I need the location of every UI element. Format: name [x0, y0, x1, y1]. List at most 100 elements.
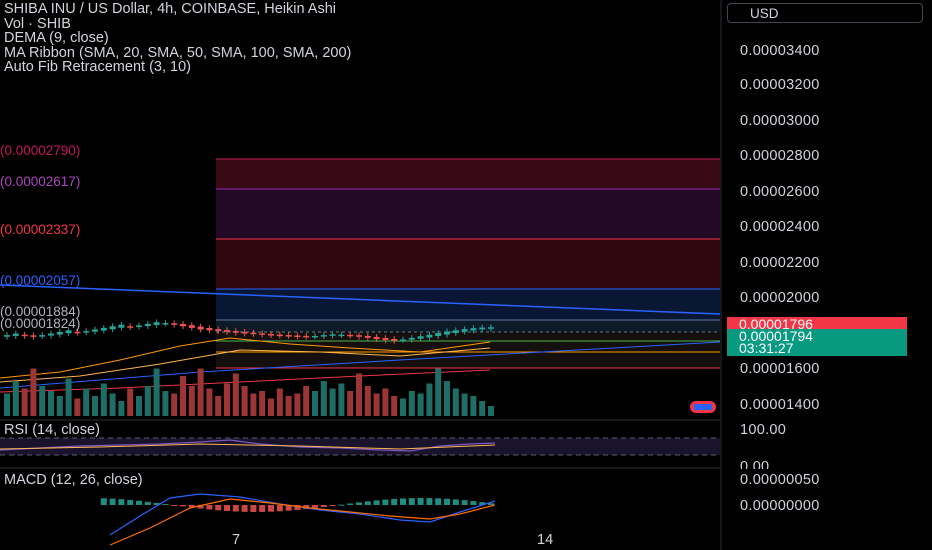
candle[interactable]	[488, 327, 494, 329]
candle[interactable]	[4, 335, 10, 337]
candle[interactable]	[294, 335, 301, 338]
candle[interactable]	[303, 335, 310, 338]
candle[interactable]	[417, 336, 424, 339]
candle[interactable]	[92, 329, 98, 332]
candle[interactable]	[426, 334, 433, 338]
candle[interactable]	[100, 327, 107, 331]
candle[interactable]	[30, 335, 37, 337]
candle[interactable]	[224, 330, 230, 332]
candle[interactable]	[21, 334, 28, 337]
macd-label[interactable]: MACD (12, 26, close)	[4, 472, 143, 488]
rsi-label[interactable]: RSI (14, close)	[4, 422, 100, 438]
macd-histogram-bar	[320, 505, 327, 507]
candle[interactable]	[83, 331, 90, 333]
candle[interactable]	[188, 325, 195, 328]
candle[interactable]	[153, 322, 160, 325]
candle[interactable]	[435, 333, 442, 337]
candle[interactable]	[356, 335, 362, 337]
candle[interactable]	[65, 330, 72, 334]
legend: SHIBA INU / US Dollar, 4h, COINBASE, Hei…	[4, 2, 351, 75]
legend-ma-ribbon[interactable]: MA Ribbon (SMA, 20, SMA, 50, SMA, 100, S…	[4, 44, 352, 61]
candle[interactable]	[56, 331, 63, 335]
fib-label-1: (0.00002790)	[0, 143, 81, 158]
candle[interactable]	[285, 335, 292, 337]
candle[interactable]	[118, 324, 125, 328]
candle[interactable]	[391, 338, 398, 341]
volume-bar	[39, 386, 46, 416]
candle[interactable]	[12, 333, 19, 336]
candle[interactable]	[312, 335, 318, 338]
candle[interactable]	[127, 326, 134, 328]
macd-histogram-bar	[171, 505, 178, 506]
macd-histogram-bar	[417, 498, 424, 505]
candle[interactable]	[109, 326, 116, 330]
volume-bar	[197, 368, 204, 416]
macd-histogram-bar	[250, 505, 257, 512]
macd-signal-line	[109, 498, 496, 546]
macd-histogram-bar	[312, 505, 318, 509]
candle[interactable]	[408, 337, 415, 340]
volume-bar	[30, 368, 37, 416]
candle[interactable]	[136, 325, 142, 327]
candle[interactable]	[215, 329, 222, 332]
candle[interactable]	[329, 334, 336, 336]
candle[interactable]	[162, 323, 169, 325]
legend-title[interactable]: SHIBA INU / US Dollar, 4h, COINBASE, Hei…	[4, 1, 337, 17]
candle[interactable]	[171, 323, 178, 325]
legend-volume[interactable]: Vol · SHIB	[4, 15, 71, 32]
candle[interactable]	[259, 333, 266, 335]
macd-histogram-bar	[488, 503, 494, 505]
candle[interactable]	[364, 335, 371, 338]
fib-zone-3	[216, 239, 720, 289]
last-close-tag[interactable]: 0.00001794	[727, 329, 907, 344]
candle[interactable]	[347, 334, 354, 337]
volume-bar	[180, 376, 186, 416]
macd-histogram-bar	[356, 502, 362, 505]
volume-bar	[488, 406, 494, 416]
current-price-tag[interactable]: 0.00001796	[727, 317, 907, 332]
candle[interactable]	[400, 339, 406, 341]
fib-zones[interactable]	[216, 158, 720, 369]
candle[interactable]	[232, 331, 239, 333]
candle[interactable]	[268, 333, 274, 336]
fib-zone-5	[216, 320, 720, 332]
candle[interactable]	[144, 323, 151, 327]
volume-bar	[206, 388, 213, 416]
time-axis-label: 7	[232, 532, 241, 548]
candle[interactable]	[180, 324, 186, 327]
candle[interactable]	[250, 332, 257, 335]
candle[interactable]	[320, 335, 327, 337]
currency-button[interactable]: USD	[727, 3, 923, 23]
candle[interactable]	[74, 331, 81, 334]
macd-histogram-bar	[382, 499, 389, 505]
candle[interactable]	[276, 334, 283, 337]
volume-bar	[224, 383, 230, 416]
macd-axis-bottom: 0.00000000	[740, 498, 820, 514]
candle[interactable]	[241, 331, 248, 334]
volume-bar	[294, 393, 301, 416]
candle[interactable]	[197, 326, 204, 330]
trendline[interactable]	[0, 284, 721, 315]
ma-ribbon-mid	[0, 347, 491, 383]
candle[interactable]	[461, 329, 468, 332]
legend-fib[interactable]: Auto Fib Retracement (3, 10)	[4, 59, 191, 75]
candles[interactable]	[4, 319, 494, 344]
candle[interactable]	[338, 334, 345, 337]
volume-bars	[4, 368, 494, 416]
candle[interactable]	[479, 327, 486, 330]
candle[interactable]	[39, 335, 46, 337]
candle[interactable]	[444, 331, 450, 335]
price-axis-label: 0.00002600	[740, 184, 820, 200]
candle[interactable]	[382, 338, 389, 340]
candle[interactable]	[373, 336, 380, 340]
volume-bar	[303, 386, 310, 416]
candle[interactable]	[206, 328, 213, 331]
ma-ribbon-slow	[0, 369, 491, 393]
candle[interactable]	[452, 330, 459, 333]
candle[interactable]	[470, 328, 477, 331]
legend-dema[interactable]: DEMA (9, close)	[4, 30, 109, 46]
rsi-axis-bottom: 0.00	[740, 459, 770, 469]
macd-histogram-bar	[461, 500, 468, 505]
candle[interactable]	[48, 333, 54, 336]
